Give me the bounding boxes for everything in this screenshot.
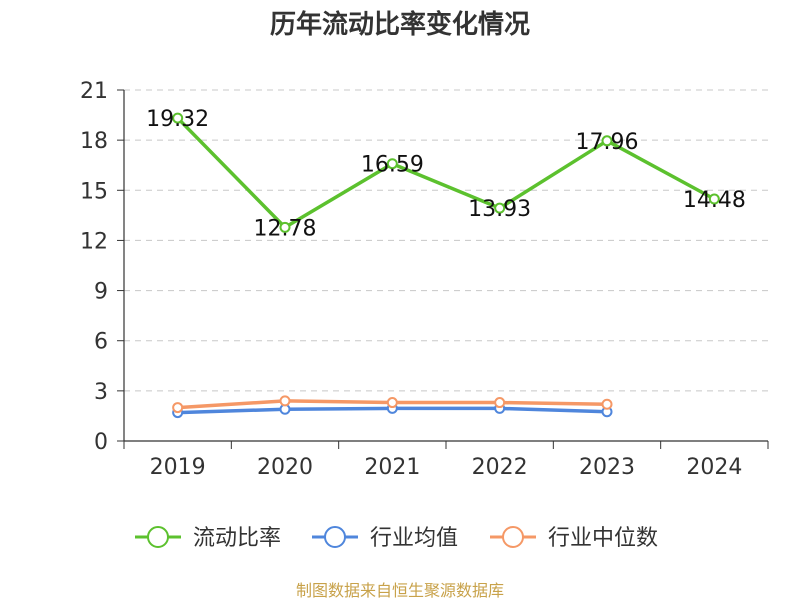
y-tick-label: 21: [80, 79, 108, 104]
legend: 流动比率 行业均值 行业中位数: [135, 526, 658, 551]
data-label-0-0: 19.32: [146, 107, 209, 132]
data-labels: 19.32 12.78 16.59 13.93 17.96 14.48: [146, 107, 746, 241]
grid-lines: [124, 89, 768, 392]
y-tick-label: 15: [80, 179, 108, 204]
data-point-0-0: [172, 112, 184, 124]
legend-label-0: 流动比率: [193, 526, 281, 551]
legend-marker-2: [502, 526, 524, 548]
data-label-0-2: 16.59: [361, 153, 424, 178]
x-tick-label-2020: 2020: [257, 455, 313, 480]
data-label-0-4: 17.96: [576, 130, 639, 155]
series-line-0: [176, 116, 716, 230]
y-tick-label: 6: [94, 330, 108, 355]
data-point-2-0: [172, 402, 184, 414]
axes: 0 3 6 9 12 15 18 21 2019 2020 2021 2022 2023 2024: [80, 79, 769, 480]
y-tick-label: 9: [94, 280, 108, 305]
data-label-0-5: 14.48: [683, 188, 746, 213]
data-point-2-1: [279, 395, 291, 407]
data-point-0-4: [601, 135, 613, 147]
legend-label-1: 行业均值: [370, 526, 458, 551]
y-tick-label: 12: [80, 229, 108, 254]
data-point-0-5: [708, 193, 720, 205]
data-point-2-2: [386, 397, 398, 409]
y-tick-label: 0: [94, 430, 108, 455]
y-tick-label: 3: [94, 380, 108, 405]
x-tick-label-2021: 2021: [364, 455, 420, 480]
series-layer: [172, 112, 720, 419]
data-point-0-2: [386, 158, 398, 170]
data-label-0-3: 13.93: [468, 197, 531, 222]
data-point-0-1: [279, 221, 291, 233]
x-tick-label-2024: 2024: [686, 455, 742, 480]
x-tick-label-2022: 2022: [472, 455, 528, 480]
chart-title: 历年流动比率变化情况: [270, 9, 530, 40]
legend-label-2: 行业中位数: [548, 526, 658, 551]
x-tick-label-2019: 2019: [150, 455, 206, 480]
legend-marker-1: [324, 526, 346, 548]
y-tick-label: 18: [80, 129, 108, 154]
x-tick-label-2023: 2023: [579, 455, 635, 480]
data-label-0-1: 12.78: [254, 216, 317, 241]
data-point-2-4: [601, 398, 613, 410]
data-point-0-3: [494, 202, 506, 214]
legend-marker-0: [147, 526, 169, 548]
data-point-2-3: [494, 397, 506, 409]
source-note: 制图数据来自恒生聚源数据库: [296, 581, 504, 600]
